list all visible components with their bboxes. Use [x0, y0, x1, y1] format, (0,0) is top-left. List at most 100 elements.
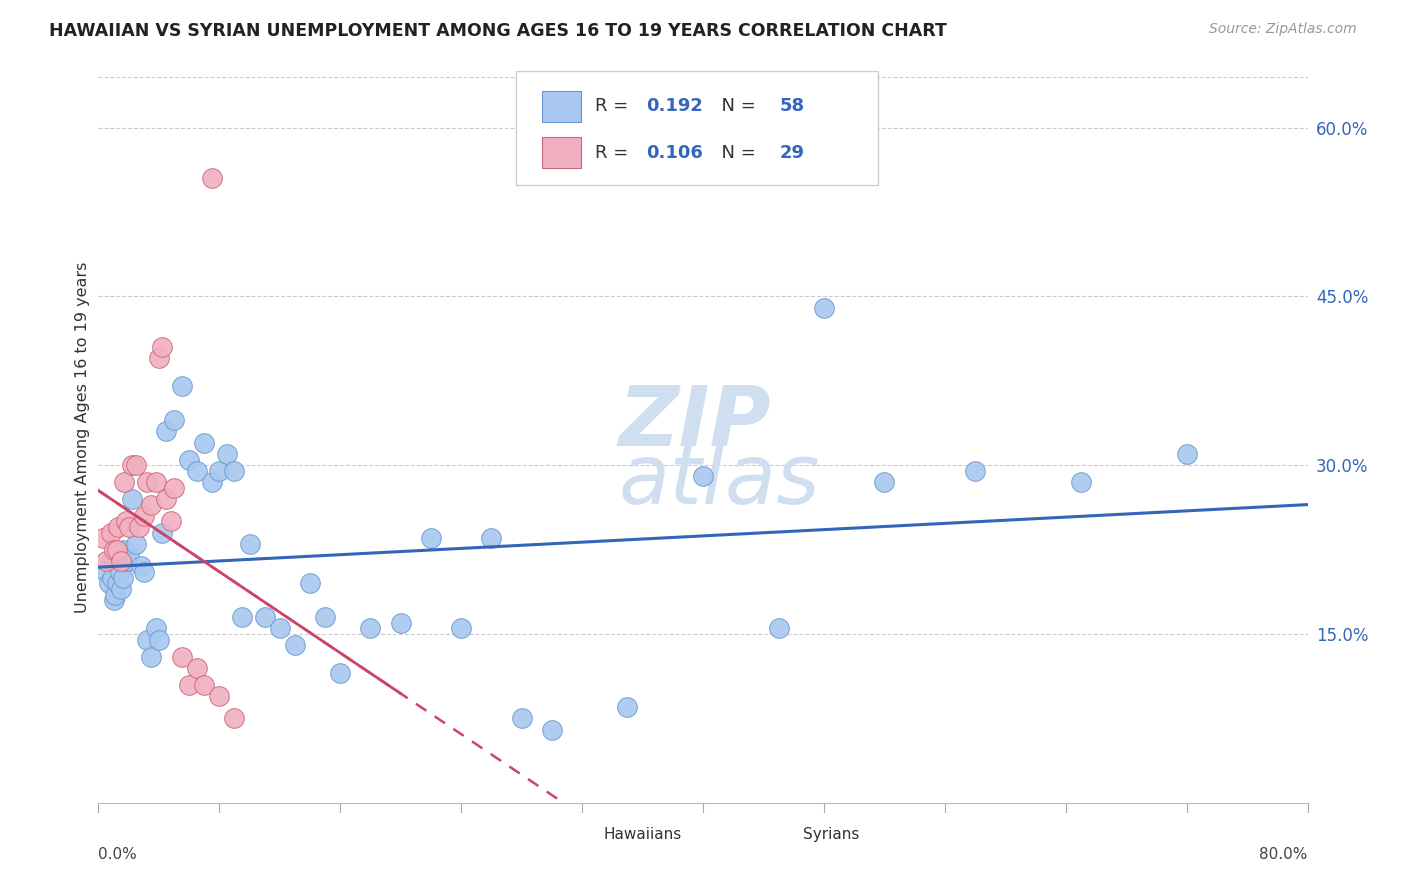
Point [389, 615, 412, 630]
Point [450, 621, 472, 635]
Point [813, 301, 835, 315]
Text: Syrians: Syrians [803, 827, 859, 842]
Point [253, 610, 276, 624]
Point [873, 475, 896, 489]
Point [129, 559, 152, 574]
Text: 58: 58 [779, 97, 804, 115]
Point [160, 515, 183, 529]
Point [100, 525, 122, 540]
Point [360, 621, 382, 635]
Point [170, 649, 193, 664]
Point [141, 498, 163, 512]
Point [135, 632, 157, 647]
Text: 0.0%: 0.0% [98, 847, 138, 862]
Point [179, 678, 201, 692]
FancyBboxPatch shape [516, 71, 879, 185]
Point [150, 525, 173, 540]
Text: Hawaiians: Hawaiians [603, 827, 682, 842]
Point [170, 379, 193, 393]
Point [155, 491, 177, 506]
Point [329, 666, 352, 681]
Point [314, 610, 336, 624]
Point [111, 571, 134, 585]
Point [616, 700, 638, 714]
Text: ZIP: ZIP [619, 382, 770, 463]
Point [965, 464, 987, 478]
Point [107, 559, 129, 574]
Text: R =: R = [595, 144, 634, 161]
Text: 0.192: 0.192 [647, 97, 703, 115]
Point [132, 508, 155, 523]
Point [145, 621, 167, 635]
Point [215, 447, 238, 461]
Point [110, 554, 132, 568]
Point [239, 537, 262, 551]
Point [208, 464, 231, 478]
Point [112, 475, 135, 489]
Text: atlas: atlas [619, 441, 820, 522]
Point [231, 610, 253, 624]
Point [132, 565, 155, 579]
Point [112, 542, 135, 557]
Point [179, 452, 201, 467]
Point [510, 711, 533, 725]
Point [110, 582, 132, 596]
Point [121, 458, 143, 473]
FancyBboxPatch shape [543, 91, 581, 121]
Point [108, 565, 131, 579]
FancyBboxPatch shape [769, 825, 794, 847]
Point [105, 542, 128, 557]
Point [1070, 475, 1092, 489]
Point [224, 711, 246, 725]
Point [125, 458, 148, 473]
Point [100, 554, 122, 568]
FancyBboxPatch shape [569, 825, 595, 847]
Point [186, 464, 208, 478]
Text: HAWAIIAN VS SYRIAN UNEMPLOYMENT AMONG AGES 16 TO 19 YEARS CORRELATION CHART: HAWAIIAN VS SYRIAN UNEMPLOYMENT AMONG AG… [49, 22, 948, 40]
Point [1175, 447, 1198, 461]
Point [118, 520, 141, 534]
Point [148, 351, 170, 366]
Point [118, 548, 141, 562]
Point [224, 464, 246, 478]
Point [193, 678, 215, 692]
Point [114, 554, 136, 568]
Point [208, 689, 231, 703]
Point [104, 588, 127, 602]
Text: N =: N = [710, 97, 762, 115]
Point [155, 425, 177, 439]
Point [98, 576, 121, 591]
Point [141, 649, 163, 664]
Point [420, 532, 443, 546]
Point [103, 542, 125, 557]
FancyBboxPatch shape [543, 137, 581, 168]
Text: 0.106: 0.106 [647, 144, 703, 161]
Text: 29: 29 [779, 144, 804, 161]
Point [115, 554, 138, 568]
Point [105, 576, 128, 591]
Point [284, 638, 307, 652]
Text: 80.0%: 80.0% [1260, 847, 1308, 862]
Point [103, 593, 125, 607]
Point [193, 435, 215, 450]
Point [186, 661, 208, 675]
Point [269, 621, 291, 635]
Point [107, 520, 129, 534]
Text: Source: ZipAtlas.com: Source: ZipAtlas.com [1209, 22, 1357, 37]
Point [163, 413, 186, 427]
Point [91, 532, 114, 546]
Point [481, 532, 503, 546]
Point [692, 469, 714, 483]
Y-axis label: Unemployment Among Ages 16 to 19 years: Unemployment Among Ages 16 to 19 years [75, 261, 90, 613]
Text: R =: R = [595, 97, 634, 115]
Point [150, 340, 173, 354]
Point [135, 475, 157, 489]
Point [145, 475, 167, 489]
Point [103, 554, 125, 568]
Point [125, 537, 148, 551]
Point [768, 621, 790, 635]
Text: N =: N = [710, 144, 762, 161]
Point [148, 632, 170, 647]
Point [201, 475, 224, 489]
Point [163, 481, 186, 495]
